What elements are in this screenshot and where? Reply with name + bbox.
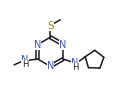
Text: S: S [47, 21, 54, 31]
Text: N: N [71, 58, 78, 68]
Text: N: N [34, 40, 41, 50]
Text: N: N [59, 40, 67, 50]
Text: N: N [47, 61, 54, 71]
Text: H: H [22, 60, 28, 69]
Text: H: H [72, 63, 78, 72]
Text: N: N [21, 55, 29, 65]
